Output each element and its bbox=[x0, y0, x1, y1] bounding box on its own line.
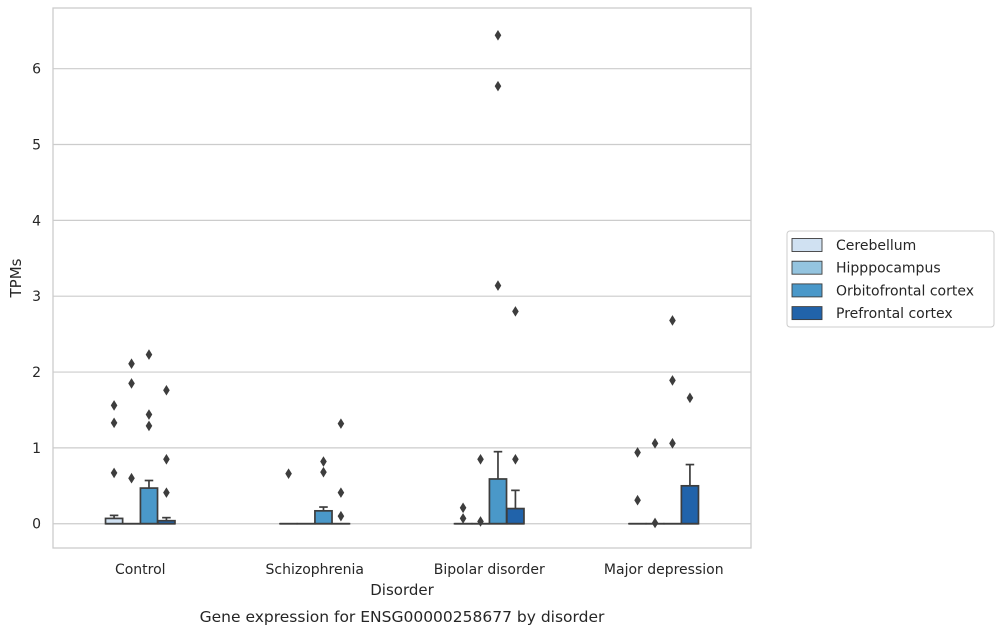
outlier-point bbox=[128, 378, 135, 389]
box-body bbox=[680, 484, 700, 525]
outlier-point bbox=[337, 510, 345, 522]
outlier-point bbox=[145, 420, 153, 432]
outlier-point bbox=[163, 453, 170, 465]
legend-label: Hipppocampus bbox=[836, 261, 941, 277]
box-body bbox=[506, 507, 525, 525]
box bbox=[331, 418, 351, 525]
outlier-point bbox=[145, 409, 153, 420]
series-cerebellum bbox=[104, 400, 647, 525]
legend-swatch bbox=[791, 283, 823, 298]
legend-label: Orbitofrontal cortex bbox=[836, 283, 974, 299]
x-tick-label: Schizophrenia bbox=[266, 562, 364, 578]
box bbox=[122, 358, 141, 525]
x-axis-label: Disorder bbox=[370, 581, 434, 599]
y-tick-label: 4 bbox=[32, 213, 41, 229]
outlier-point bbox=[494, 30, 502, 41]
plot-frame bbox=[52, 7, 752, 549]
outlier-point bbox=[494, 280, 502, 291]
series-prefrontal-cortex bbox=[157, 306, 700, 525]
legend-frame bbox=[786, 230, 995, 328]
box bbox=[506, 306, 525, 525]
outlier-point bbox=[634, 494, 641, 506]
outlier-point bbox=[459, 502, 467, 514]
legend-item: Cerebellum bbox=[791, 238, 916, 254]
x-tick-label: Control bbox=[115, 562, 166, 578]
y-tick-label: 5 bbox=[32, 138, 41, 154]
box-plot-series bbox=[104, 30, 700, 529]
y-axis-ticks: 0 1 2 3 4 5 6 bbox=[32, 62, 41, 533]
outlier-point bbox=[128, 472, 135, 484]
box-body bbox=[139, 487, 159, 525]
legend-item: Orbitofrontal cortex bbox=[791, 283, 974, 299]
x-tick-label: Major depression bbox=[604, 562, 724, 578]
outlier-point bbox=[512, 453, 519, 465]
legend-swatch bbox=[791, 238, 823, 252]
legend-label: Cerebellum bbox=[836, 238, 916, 254]
legend-swatch bbox=[791, 260, 823, 275]
legend-swatch bbox=[791, 306, 823, 321]
box bbox=[645, 438, 665, 529]
box-body bbox=[488, 478, 508, 525]
legend-item: Prefrontal cortex bbox=[791, 306, 953, 322]
legend-item: Hipppocampus bbox=[791, 260, 941, 277]
y-tick-label: 2 bbox=[32, 365, 41, 381]
x-tick-label: Bipolar disorder bbox=[434, 562, 545, 578]
outlier-point bbox=[163, 384, 170, 396]
box bbox=[680, 392, 700, 525]
outlier-point bbox=[320, 456, 327, 467]
box bbox=[139, 349, 159, 525]
y-tick-label: 1 bbox=[32, 441, 41, 457]
legend-label: Prefrontal cortex bbox=[836, 306, 953, 322]
outlier-point bbox=[110, 400, 118, 411]
outlier-point bbox=[634, 447, 641, 458]
outlier-point bbox=[494, 80, 502, 92]
series-hipppocampus bbox=[122, 358, 665, 529]
legend: Cerebellum Hipppocampus Orbitofrontal cort… bbox=[786, 230, 995, 328]
outlier-point bbox=[477, 453, 484, 465]
outlier-point bbox=[512, 306, 519, 317]
box bbox=[104, 400, 124, 525]
series-orbitofrontal-cortex bbox=[139, 30, 682, 525]
y-tick-label: 0 bbox=[32, 517, 41, 533]
box bbox=[628, 447, 647, 525]
outlier-point bbox=[477, 516, 484, 527]
outlier-point bbox=[285, 468, 292, 479]
outlier-point bbox=[145, 349, 153, 360]
chart-title: Gene expression for ENSG00000258677 by d… bbox=[200, 608, 605, 626]
x-axis-ticks: Control Schizophrenia Bipolar disorder Majo… bbox=[115, 562, 724, 578]
outlier-point bbox=[669, 375, 676, 386]
outlier-point bbox=[110, 417, 118, 429]
outlier-point bbox=[686, 392, 694, 404]
outlier-point bbox=[669, 438, 676, 449]
box bbox=[453, 502, 473, 525]
box bbox=[471, 453, 490, 527]
outlier-point bbox=[163, 487, 170, 498]
box-body bbox=[314, 509, 333, 525]
gridlines bbox=[53, 68, 751, 525]
y-tick-label: 3 bbox=[32, 289, 41, 305]
outlier-point bbox=[337, 418, 345, 429]
outlier-point bbox=[651, 517, 659, 529]
outlier-point bbox=[337, 487, 345, 498]
outlier-point bbox=[651, 438, 659, 449]
outlier-point bbox=[320, 466, 327, 478]
outlier-point bbox=[459, 513, 467, 524]
outlier-point bbox=[128, 358, 135, 370]
box bbox=[279, 468, 298, 525]
box bbox=[314, 456, 333, 525]
y-tick-label: 6 bbox=[32, 62, 41, 78]
outlier-point bbox=[110, 467, 118, 479]
outlier-point bbox=[669, 315, 676, 326]
box bbox=[157, 384, 176, 525]
box bbox=[663, 315, 682, 525]
y-axis-label: TPMs bbox=[7, 258, 25, 298]
box bbox=[488, 30, 508, 525]
